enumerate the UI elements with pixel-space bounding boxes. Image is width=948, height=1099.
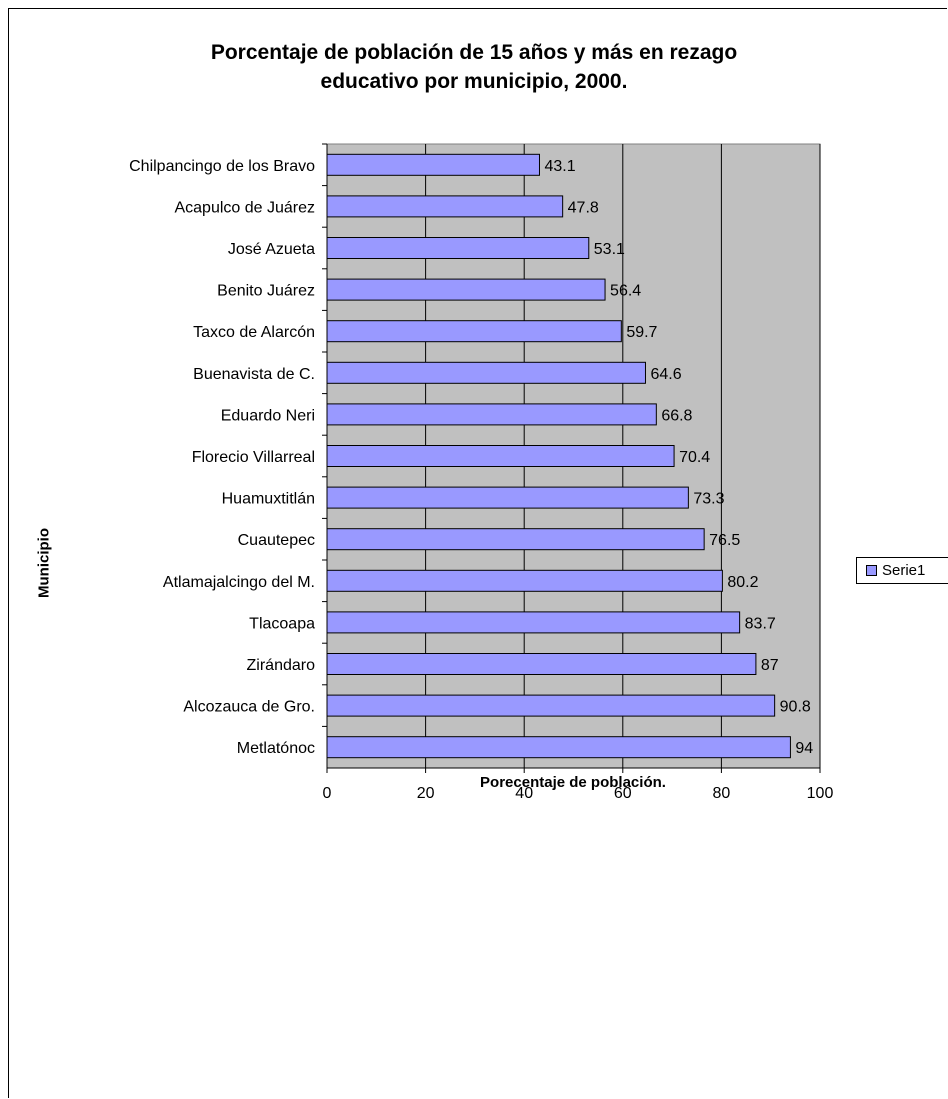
category-label: Metlatónoc xyxy=(237,740,315,757)
legend: Serie1 xyxy=(856,557,948,584)
y-axis-title: Municipio xyxy=(35,528,53,598)
bar xyxy=(326,569,723,592)
x-tick-label: 60 xyxy=(614,785,632,802)
data-label: 83.7 xyxy=(745,615,776,632)
bar xyxy=(326,694,776,717)
category-label: Benito Juárez xyxy=(217,283,315,300)
axes xyxy=(322,143,821,773)
category-label: Zirándaro xyxy=(247,657,316,674)
bar xyxy=(326,361,646,384)
legend-label: Serie1 xyxy=(882,562,926,579)
data-label: 59.7 xyxy=(626,324,657,341)
category-label: Taxco de Alarcón xyxy=(193,324,315,341)
data-label: 66.8 xyxy=(661,407,692,424)
category-label: Alcozauca de Gro. xyxy=(183,699,315,716)
data-label: 43.1 xyxy=(544,158,575,175)
bar xyxy=(326,195,564,218)
data-label: 47.8 xyxy=(568,199,599,216)
category-label: José Azueta xyxy=(228,241,315,258)
x-tick-label: 20 xyxy=(417,785,435,802)
data-label: 70.4 xyxy=(679,449,710,466)
category-label: Florecio Villarreal xyxy=(192,449,315,466)
bar xyxy=(326,653,757,675)
bar xyxy=(326,237,590,259)
data-label: 94 xyxy=(795,740,813,757)
x-axis-title: Porecentaje de población. xyxy=(480,774,666,791)
data-label: 53.1 xyxy=(594,241,625,258)
category-label: Acapulco de Juárez xyxy=(174,199,315,216)
category-label: Cuautepec xyxy=(238,532,315,549)
data-label: 80.2 xyxy=(727,574,758,591)
data-label: 56.4 xyxy=(610,283,641,300)
bar xyxy=(326,528,705,551)
category-label: Chilpancingo de los Bravo xyxy=(129,158,315,175)
bars xyxy=(326,153,791,759)
legend-swatch xyxy=(866,565,877,576)
bar xyxy=(326,153,540,176)
bar xyxy=(326,486,689,509)
category-label: Eduardo Neri xyxy=(221,407,315,424)
bar xyxy=(326,278,606,301)
data-label: 73.3 xyxy=(693,491,724,508)
data-label: 76.5 xyxy=(709,532,740,549)
category-label: Tlacoapa xyxy=(249,615,315,632)
x-tick-label: 100 xyxy=(807,785,834,802)
category-label: Buenavista de C. xyxy=(193,366,315,383)
chart-title: Porcentaje de población de 15 años y más… xyxy=(210,41,738,93)
x-tick-label: 80 xyxy=(713,785,731,802)
data-label: 90.8 xyxy=(780,699,811,716)
category-label: Atlamajalcingo del M. xyxy=(163,574,315,591)
x-tick-label: 0 xyxy=(323,785,332,802)
data-label: 87 xyxy=(761,657,779,674)
bar xyxy=(326,403,657,426)
labels: 0 20 40 60 80 100 Chilpancingo de los Bravo 43.… xyxy=(129,158,833,802)
x-tick-label: 40 xyxy=(515,785,533,802)
bar xyxy=(326,736,791,759)
data-label: 64.6 xyxy=(650,366,681,383)
bar xyxy=(326,611,741,634)
bar xyxy=(326,320,622,343)
category-label: Huamuxtitlán xyxy=(222,491,315,508)
bar xyxy=(326,445,675,467)
